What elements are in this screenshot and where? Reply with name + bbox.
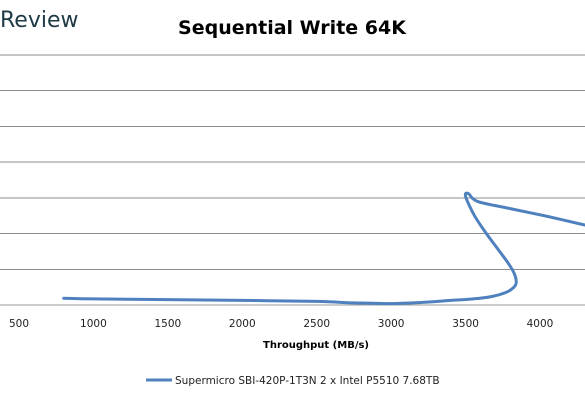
x-tick-label: 3000 (378, 318, 405, 330)
legend: Supermicro SBI-420P-1T3N 2 x Intel P5510… (146, 375, 440, 387)
x-tick-label: 3500 (452, 318, 479, 330)
x-tick-label: 2500 (303, 318, 330, 330)
x-tick-label: 1500 (154, 318, 181, 330)
x-tick-label: 500 (9, 318, 29, 330)
gridlines (0, 54, 585, 306)
legend-label: Supermicro SBI-420P-1T3N 2 x Intel P5510… (175, 375, 440, 387)
series-layer (62, 191, 585, 306)
x-tick-labels: 500 1000 1500 2000 2500 3000 3500 4000 (9, 318, 553, 330)
x-tick-label: 2000 (229, 318, 256, 330)
x-tick-label: 4000 (527, 318, 554, 330)
series-line-0 (62, 191, 585, 306)
x-axis-title: Throughput (MB/s) (263, 340, 369, 351)
chart-title: Sequential Write 64K (178, 17, 407, 39)
watermark-text: Review (0, 8, 79, 33)
x-tick-label: 1000 (80, 318, 107, 330)
